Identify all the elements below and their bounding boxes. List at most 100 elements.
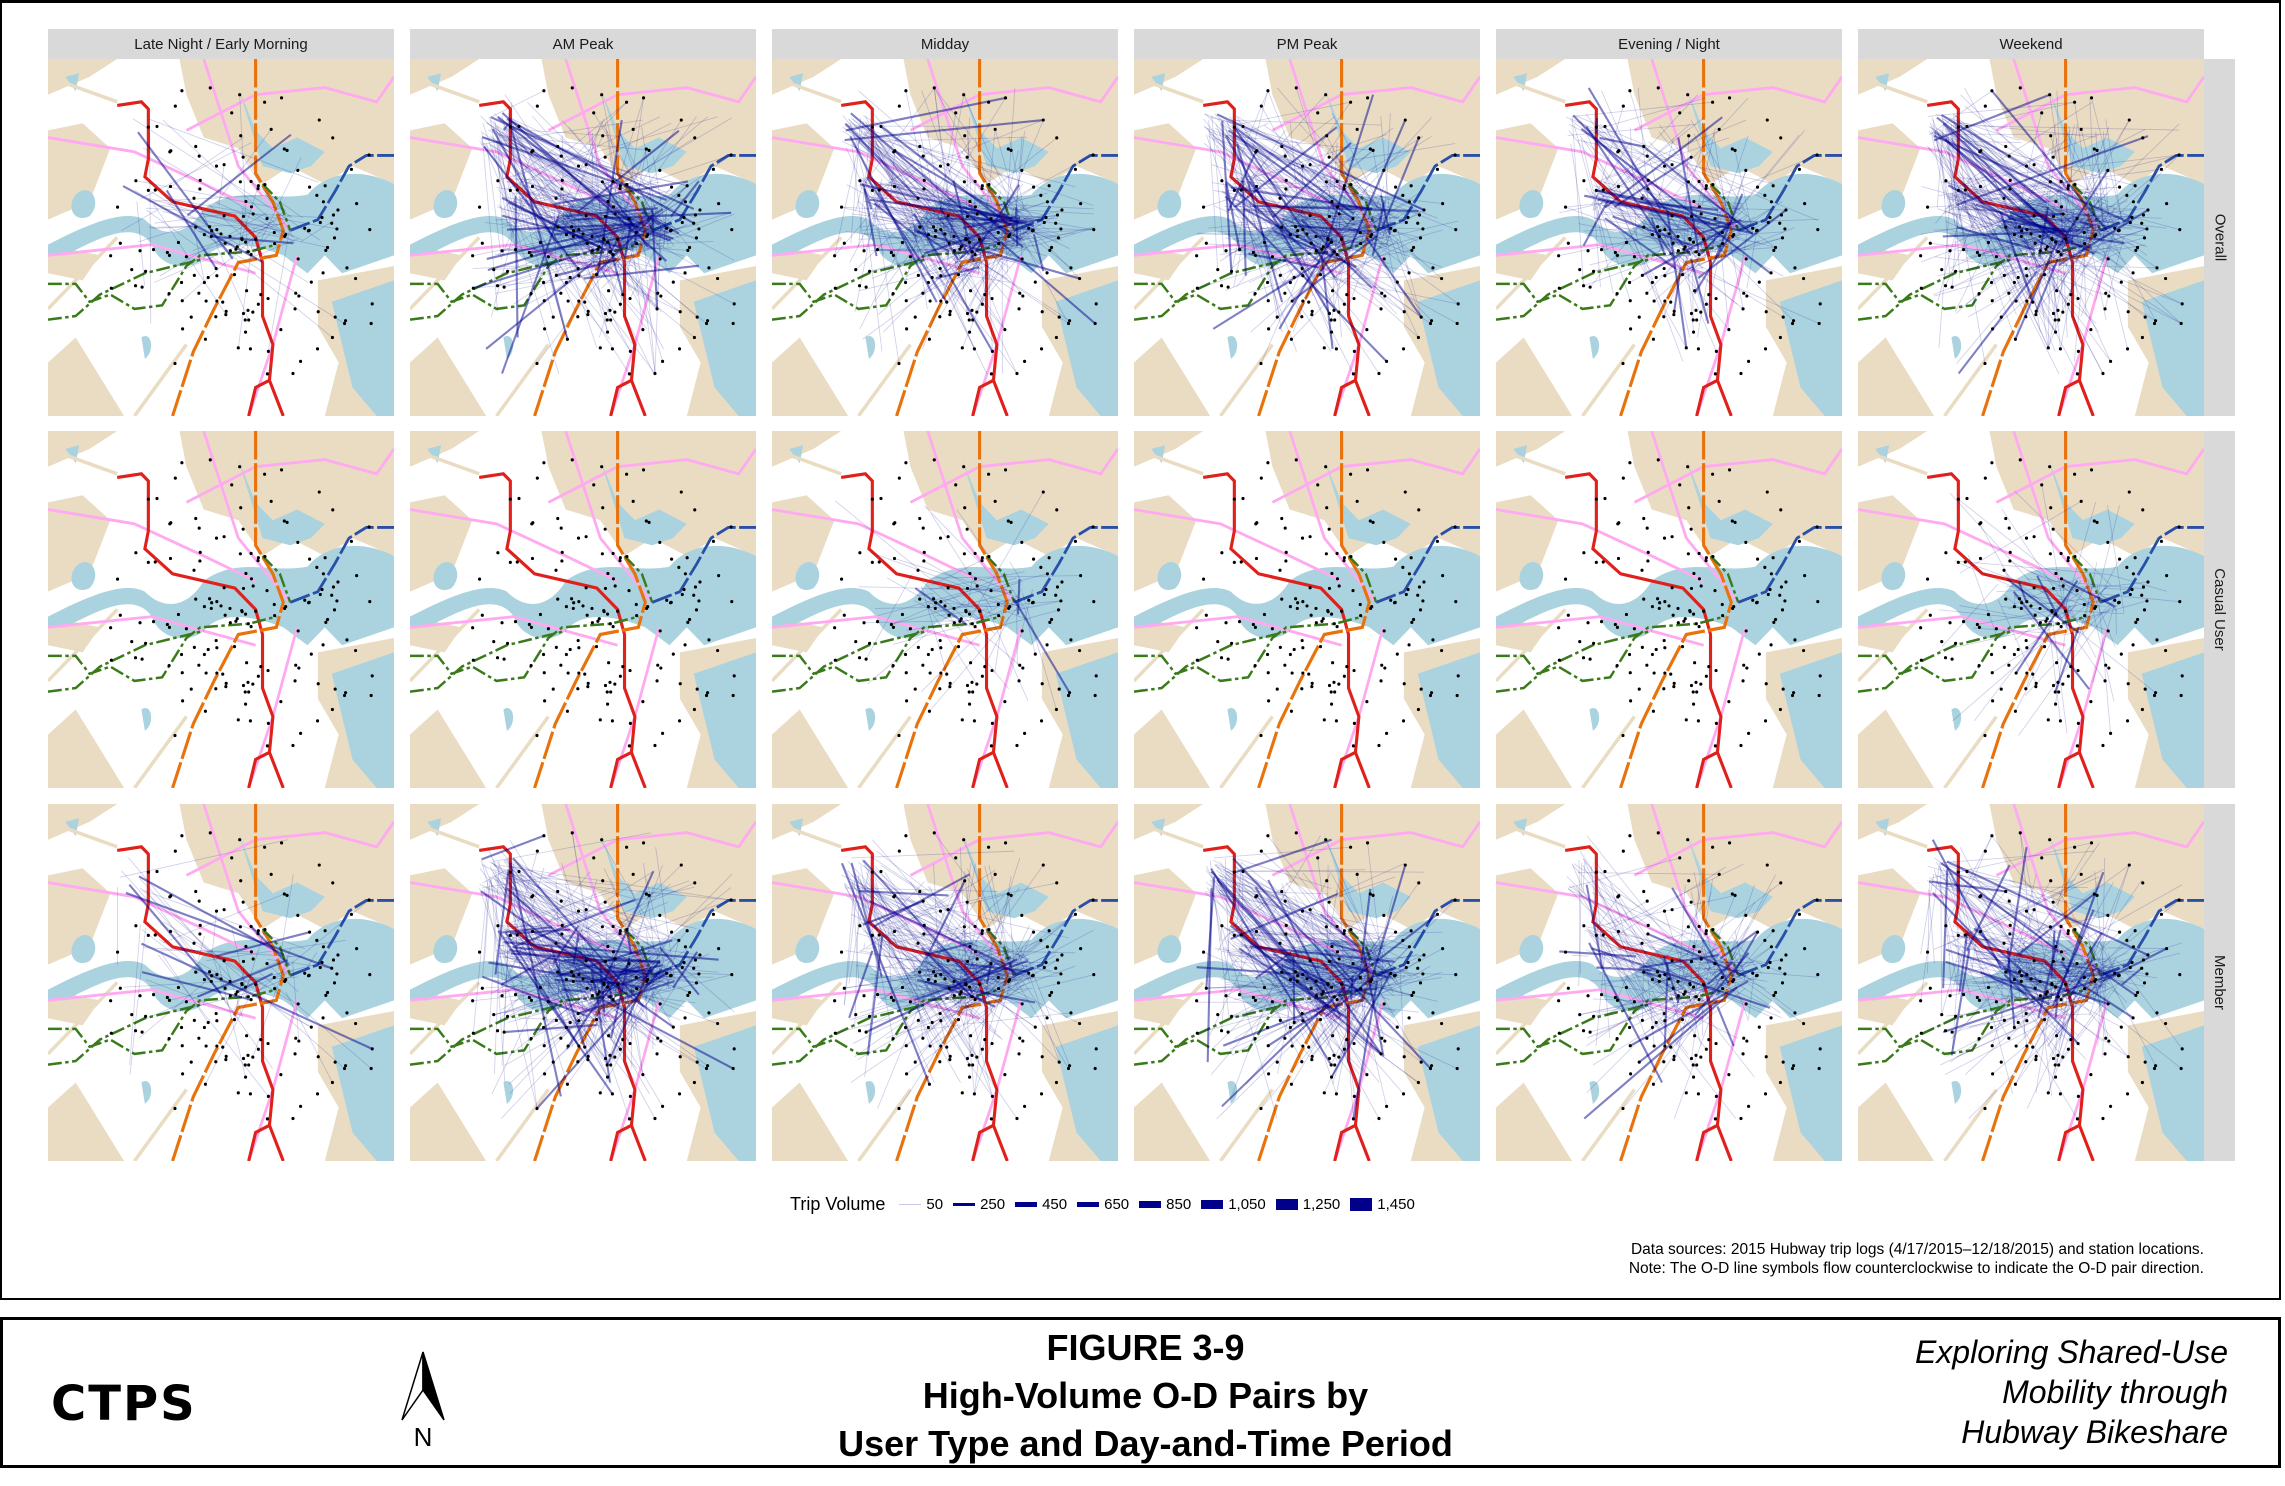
od-line [1264,125,1376,209]
station-dot [1965,124,1969,129]
od-line [977,235,1009,243]
od-line [511,887,563,935]
station-dot [566,1044,570,1048]
od-line [910,236,939,258]
station-dot [279,1072,283,1077]
od-line [1224,195,1388,363]
od-line [1933,223,2016,231]
station-dot [330,966,334,970]
station-dot [513,248,518,252]
station-dot [2104,663,2108,667]
station-dot [1797,167,1801,171]
station-dot [234,992,238,996]
od-line [504,94,615,258]
od-line [1934,130,2059,231]
station-dot [244,240,248,244]
station-dot [1020,257,1024,261]
station-dot [1667,232,1671,236]
od-line [920,979,979,1016]
od-line [1714,193,1744,259]
od-line [1357,244,1432,321]
od-line [498,886,695,932]
station-dot [1588,657,1592,661]
od-line [854,890,860,1028]
od-line [600,120,668,239]
station-dot [331,958,336,962]
od-line [869,143,956,210]
station-dot [559,291,563,295]
station-dot [980,184,984,188]
station-dot [2089,468,2094,472]
station-dot [2024,164,2029,168]
station-dot [891,998,896,1002]
station-dot [1068,691,1072,695]
od-line [1213,137,1352,186]
od-line [966,236,1027,252]
od-line [862,859,969,977]
station-dot [603,959,608,964]
station-dot [2076,296,2080,301]
od-line [1280,127,1394,209]
od-line [609,230,626,236]
station-dot [1402,310,1406,314]
station-dot [1322,718,1326,722]
station-dot [1270,255,1274,259]
od-line [252,947,292,1058]
od-line [573,975,670,983]
station-dot [1440,648,1444,653]
od-line [1689,130,1805,270]
station-dot [1617,521,1621,525]
station-dot [1632,255,1636,259]
od-line [964,871,975,981]
station-dot [1020,913,1024,917]
od-line [557,954,574,1048]
od-line [1940,129,2027,317]
od-line [236,972,274,993]
station-dot [215,646,219,650]
station-dot [560,550,564,554]
station-dot [717,946,721,951]
od-line [157,954,269,1097]
od-line [1934,146,2079,299]
od-line [953,954,1056,1016]
station-dot [1769,200,1773,204]
station-dot [1663,600,1667,604]
station-dot [1401,565,1405,569]
od-line [906,244,1035,302]
od-line [206,939,346,962]
od-line [211,235,294,245]
od-line [1213,189,1375,221]
station-dot [605,690,609,694]
od-line [1237,116,1398,221]
od-line [1219,123,1303,167]
station-dot [1815,525,1819,529]
station-dot [945,672,949,676]
station-dot [246,308,250,312]
station-dot [1628,671,1632,675]
station-dot [1704,184,1708,188]
station-dot [628,668,632,673]
station-dot [693,508,697,512]
od-line [858,141,870,247]
od-line [601,119,682,246]
od-line [2060,577,2116,608]
station-dot [1658,601,1662,605]
od-line [1926,145,2011,233]
station-dot [297,666,301,670]
od-line [1958,190,2020,217]
station-dot [1652,299,1656,303]
od-line [1005,87,1016,226]
station-dot [2109,731,2113,735]
od-line [129,927,147,1075]
od-line [1295,87,1346,245]
station-dot [1744,540,1748,544]
station-dot [926,605,930,609]
station-dot [1603,124,1607,129]
od-line [516,942,561,952]
station-dot [577,1019,581,1023]
od-line [216,129,272,203]
od-line [482,975,657,989]
od-line [577,204,580,231]
station-dot [228,994,232,998]
station-dot [1704,302,1708,306]
